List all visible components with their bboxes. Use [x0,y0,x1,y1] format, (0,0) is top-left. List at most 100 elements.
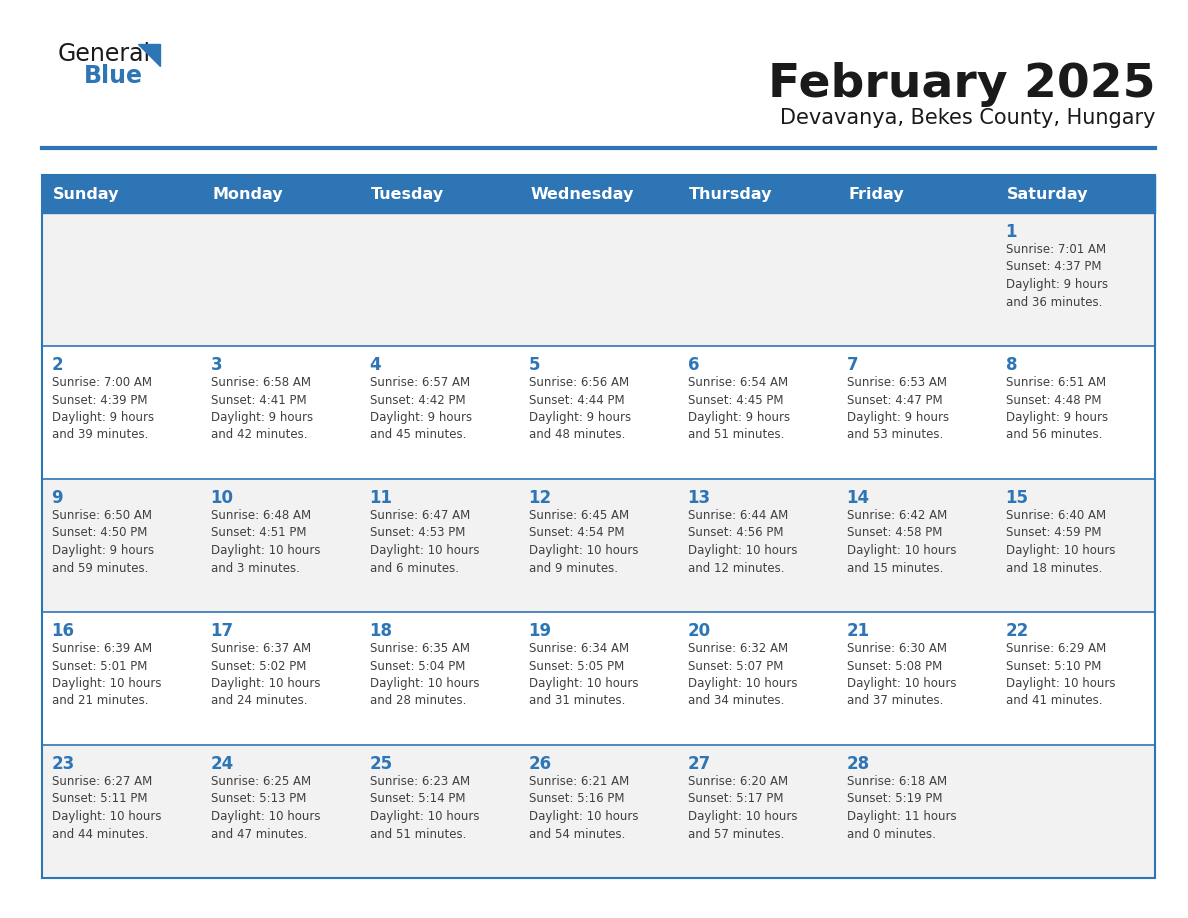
Text: 22: 22 [1005,622,1029,640]
Text: 8: 8 [1005,356,1017,374]
Bar [42,612,201,745]
Bar [996,346,1155,479]
Text: Daylight: 10 hours: Daylight: 10 hours [688,810,797,823]
Text: February 2025: February 2025 [767,62,1155,107]
Text: Sunset: 5:05 PM: Sunset: 5:05 PM [529,659,624,673]
Text: Daylight: 10 hours: Daylight: 10 hours [210,810,320,823]
Text: Sunrise: 6:57 AM: Sunrise: 6:57 AM [369,376,469,389]
Bar [838,479,996,612]
Text: 11: 11 [369,489,392,507]
Text: 24: 24 [210,755,234,773]
Text: and 15 minutes.: and 15 minutes. [847,562,943,575]
Text: Sunset: 5:19 PM: Sunset: 5:19 PM [847,792,942,805]
Text: Sunrise: 6:37 AM: Sunrise: 6:37 AM [210,642,311,655]
Text: Sunset: 4:54 PM: Sunset: 4:54 PM [529,527,624,540]
Text: Sunset: 4:59 PM: Sunset: 4:59 PM [1005,527,1101,540]
Text: and 51 minutes.: and 51 minutes. [369,827,466,841]
Text: Daylight: 10 hours: Daylight: 10 hours [688,677,797,690]
Text: 18: 18 [369,622,392,640]
Text: and 9 minutes.: and 9 minutes. [529,562,618,575]
Bar [201,479,360,612]
Text: and 57 minutes.: and 57 minutes. [688,827,784,841]
Bar [996,213,1155,346]
Bar [201,346,360,479]
Text: Sunset: 5:13 PM: Sunset: 5:13 PM [210,792,307,805]
Bar [201,175,360,213]
Text: 13: 13 [688,489,710,507]
Text: and 41 minutes.: and 41 minutes. [1005,695,1102,708]
Bar [838,745,996,878]
Text: and 54 minutes.: and 54 minutes. [529,827,625,841]
Text: Daylight: 9 hours: Daylight: 9 hours [51,544,153,557]
Text: Sunset: 4:39 PM: Sunset: 4:39 PM [51,394,147,407]
Text: Sunrise: 6:45 AM: Sunrise: 6:45 AM [529,509,628,522]
Text: Daylight: 10 hours: Daylight: 10 hours [1005,677,1116,690]
Text: 16: 16 [51,622,75,640]
Text: 26: 26 [529,755,551,773]
Bar [360,213,519,346]
Text: Sunrise: 6:25 AM: Sunrise: 6:25 AM [210,775,311,788]
Bar [678,213,838,346]
Text: Devavanya, Bekes County, Hungary: Devavanya, Bekes County, Hungary [779,108,1155,128]
Text: and 37 minutes.: and 37 minutes. [847,695,943,708]
Text: and 59 minutes.: and 59 minutes. [51,562,148,575]
Text: Blue: Blue [84,64,143,88]
Text: 12: 12 [529,489,551,507]
Text: and 42 minutes.: and 42 minutes. [210,429,307,442]
Text: Sunrise: 6:20 AM: Sunrise: 6:20 AM [688,775,788,788]
Text: Daylight: 10 hours: Daylight: 10 hours [529,810,638,823]
Text: 23: 23 [51,755,75,773]
Text: Sunset: 4:56 PM: Sunset: 4:56 PM [688,527,783,540]
Bar [678,745,838,878]
Text: Sunrise: 6:54 AM: Sunrise: 6:54 AM [688,376,788,389]
Bar [42,175,201,213]
Bar [519,612,678,745]
Text: 19: 19 [529,622,551,640]
Text: Sunrise: 6:34 AM: Sunrise: 6:34 AM [529,642,628,655]
Bar [996,745,1155,878]
Text: Daylight: 10 hours: Daylight: 10 hours [529,544,638,557]
Text: and 53 minutes.: and 53 minutes. [847,429,943,442]
Text: and 51 minutes.: and 51 minutes. [688,429,784,442]
Text: Monday: Monday [213,186,283,201]
Bar [519,479,678,612]
Text: Sunday: Sunday [53,186,120,201]
Text: 3: 3 [210,356,222,374]
Text: 5: 5 [529,356,541,374]
Text: Daylight: 9 hours: Daylight: 9 hours [847,411,949,424]
Text: Sunset: 5:01 PM: Sunset: 5:01 PM [51,659,147,673]
Bar [838,175,996,213]
Text: Daylight: 9 hours: Daylight: 9 hours [51,411,153,424]
Text: 20: 20 [688,622,710,640]
Text: Daylight: 10 hours: Daylight: 10 hours [369,544,479,557]
Text: Wednesday: Wednesday [530,186,633,201]
Text: 28: 28 [847,755,870,773]
Text: Daylight: 10 hours: Daylight: 10 hours [51,810,162,823]
Text: 25: 25 [369,755,393,773]
Text: 4: 4 [369,356,381,374]
Text: Daylight: 9 hours: Daylight: 9 hours [688,411,790,424]
Bar [678,346,838,479]
Text: Daylight: 10 hours: Daylight: 10 hours [847,677,956,690]
Bar [838,612,996,745]
Text: and 36 minutes.: and 36 minutes. [1005,296,1102,308]
Bar [201,612,360,745]
Text: and 31 minutes.: and 31 minutes. [529,695,625,708]
Text: Daylight: 10 hours: Daylight: 10 hours [369,810,479,823]
Text: Sunset: 4:44 PM: Sunset: 4:44 PM [529,394,624,407]
Text: Sunset: 4:42 PM: Sunset: 4:42 PM [369,394,466,407]
Text: and 34 minutes.: and 34 minutes. [688,695,784,708]
Bar [42,346,201,479]
Bar [360,175,519,213]
Text: Thursday: Thursday [689,186,772,201]
Bar [519,213,678,346]
Text: Daylight: 10 hours: Daylight: 10 hours [210,677,320,690]
Text: and 48 minutes.: and 48 minutes. [529,429,625,442]
Text: Sunset: 4:48 PM: Sunset: 4:48 PM [1005,394,1101,407]
Polygon shape [138,44,160,66]
Bar [838,213,996,346]
Text: Sunset: 5:07 PM: Sunset: 5:07 PM [688,659,783,673]
Text: Sunrise: 6:58 AM: Sunrise: 6:58 AM [210,376,310,389]
Text: and 24 minutes.: and 24 minutes. [210,695,307,708]
Text: Daylight: 9 hours: Daylight: 9 hours [369,411,472,424]
